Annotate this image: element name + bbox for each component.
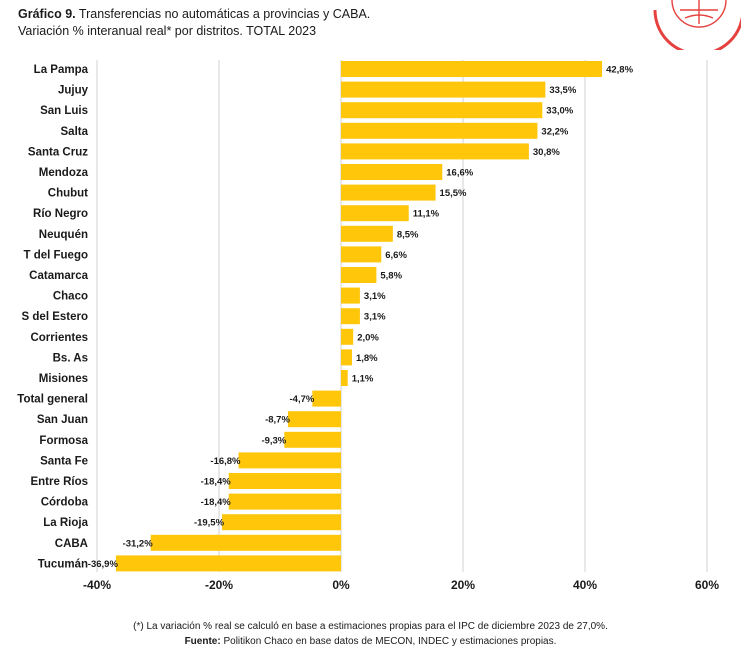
x-tick-label: -20% <box>205 578 233 592</box>
category-label-entre-rios: Entre Ríos <box>30 476 88 488</box>
bar-san-luis <box>341 102 543 119</box>
globe-logo-icon <box>653 0 741 50</box>
bar-mendoza <box>341 164 443 180</box>
x-tick-label: 40% <box>573 578 597 592</box>
value-label-san-luis: 33,0% <box>546 106 573 117</box>
category-label-rio-negro: Río Negro <box>33 208 88 220</box>
x-tick-label: -40% <box>83 578 111 592</box>
category-label-tucuman: Tucumán <box>38 558 88 570</box>
value-label-entre-rios: -18,4% <box>201 477 232 488</box>
value-label-corrientes: 2,0% <box>357 332 379 343</box>
category-label-s-del-estero: S del Estero <box>22 311 88 323</box>
bar-corrientes <box>341 328 354 345</box>
value-label-la-pampa: 42,8% <box>606 65 633 76</box>
value-label-t-del-fuego: 6,6% <box>385 250 407 261</box>
value-label-misiones: 1,1% <box>352 374 374 385</box>
category-label-formosa: Formosa <box>39 435 88 447</box>
category-label-t-del-fuego: T del Fuego <box>23 249 88 261</box>
value-label-salta: 32,2% <box>541 126 568 137</box>
category-label-neuquen: Neuquén <box>39 229 88 241</box>
source-text: Politikon Chaco en base datos de MECON, … <box>220 636 557 647</box>
footnote-source: Fuente: Politikon Chaco en base datos de… <box>0 634 741 649</box>
category-label-misiones: Misiones <box>39 373 88 385</box>
x-tick-label: 0% <box>332 578 350 592</box>
category-labels: La Pampa Jujuy San Luis Salta Santa Cruz Mend… <box>17 64 88 570</box>
value-label-neuquen: 8,5% <box>397 229 419 240</box>
category-label-bs-as: Bs. As <box>53 352 88 364</box>
chart-subtitle: Variación % interanual real* por distrit… <box>18 24 317 38</box>
bar-total-general <box>312 390 341 407</box>
bar-caba <box>150 534 341 551</box>
x-tick-label: 20% <box>451 578 475 592</box>
category-label-cordoba: Córdoba <box>41 497 89 509</box>
category-label-chaco: Chaco <box>53 291 88 303</box>
bar-la-pampa <box>341 61 603 77</box>
footnote-note: (*) La variación % real se calculó en ba… <box>133 621 608 632</box>
chart-title-block: Gráfico 9. Transferencias no automáticas… <box>18 6 370 40</box>
value-label-mendoza: 16,6% <box>446 168 473 179</box>
x-axis-tick-labels: -40% -20% 0% 20% 40% 60% <box>83 578 719 592</box>
value-label-catamarca: 5,8% <box>380 271 402 282</box>
value-label-rio-negro: 11,1% <box>413 209 440 220</box>
value-label-total-general: -4,7% <box>290 394 315 405</box>
bar-neuquen <box>341 225 393 242</box>
category-label-chubut: Chubut <box>48 188 88 200</box>
value-label-santa-cruz: 30,8% <box>533 147 560 158</box>
bar-santa-fe <box>238 452 341 469</box>
value-label-santa-fe: -16,8% <box>210 456 241 467</box>
value-label-caba: -31,2% <box>123 538 154 549</box>
category-label-jujuy: Jujuy <box>58 85 89 97</box>
bar-catamarca <box>341 267 377 283</box>
value-label-bs-as: 1,8% <box>356 353 378 364</box>
bar-san-juan <box>287 411 341 428</box>
bar-entre-rios <box>228 473 341 489</box>
x-tick-label: 60% <box>695 578 719 592</box>
bar-cordoba <box>228 493 341 510</box>
category-label-mendoza: Mendoza <box>39 167 89 179</box>
bar-bs-as <box>341 349 352 366</box>
bar-rio-negro <box>341 205 409 222</box>
bar-formosa <box>284 431 341 448</box>
bar-santa-cruz <box>341 143 529 160</box>
category-label-corrientes: Corrientes <box>30 332 88 344</box>
value-labels: 42,8% 33,5% 33,0% 32,2% 30,8% 16,6% 15,5%11,1%… <box>88 65 634 570</box>
value-label-chubut: 15,5% <box>440 188 467 199</box>
category-label-san-luis: San Luis <box>40 105 88 117</box>
category-label-la-rioja: La Rioja <box>43 517 88 529</box>
bar-salta <box>341 122 538 139</box>
bar-s-del-estero <box>341 308 360 325</box>
category-label-santa-fe: Santa Fe <box>40 455 88 467</box>
value-label-s-del-estero: 3,1% <box>364 312 386 323</box>
value-label-la-rioja: -19,5% <box>194 518 225 529</box>
bar-tucuman <box>115 555 341 572</box>
value-label-formosa: -9,3% <box>261 435 286 446</box>
value-label-jujuy: 33,5% <box>549 85 576 96</box>
bar-jujuy <box>341 81 546 98</box>
category-label-santa-cruz: Santa Cruz <box>28 146 88 158</box>
category-label-total-general: Total general <box>17 394 88 406</box>
category-label-salta: Salta <box>61 126 89 138</box>
chart-title-text: Transferencias no automáticas a provinci… <box>75 7 371 21</box>
category-label-catamarca: Catamarca <box>29 270 88 282</box>
value-label-san-juan: -8,7% <box>265 415 290 426</box>
value-label-chaco: 3,1% <box>364 291 386 302</box>
category-label-caba: CABA <box>55 538 88 550</box>
bar-t-del-fuego <box>341 246 382 263</box>
bars <box>115 61 603 572</box>
bar-la-rioja <box>222 514 341 531</box>
bar-misiones <box>341 370 348 386</box>
chart-number: Gráfico 9. <box>18 7 76 21</box>
source-label: Fuente: <box>184 636 221 647</box>
category-label-la-pampa: La Pampa <box>34 64 89 76</box>
category-label-san-juan: San Juan <box>37 414 88 426</box>
value-label-cordoba: -18,4% <box>201 497 232 508</box>
bar-chaco <box>341 287 360 304</box>
value-label-tucuman: -36,9% <box>88 559 119 570</box>
bar-chubut <box>341 184 436 201</box>
footnote: (*) La variación % real se calculó en ba… <box>0 619 741 649</box>
chart-title: Gráfico 9. Transferencias no automáticas… <box>18 6 370 23</box>
